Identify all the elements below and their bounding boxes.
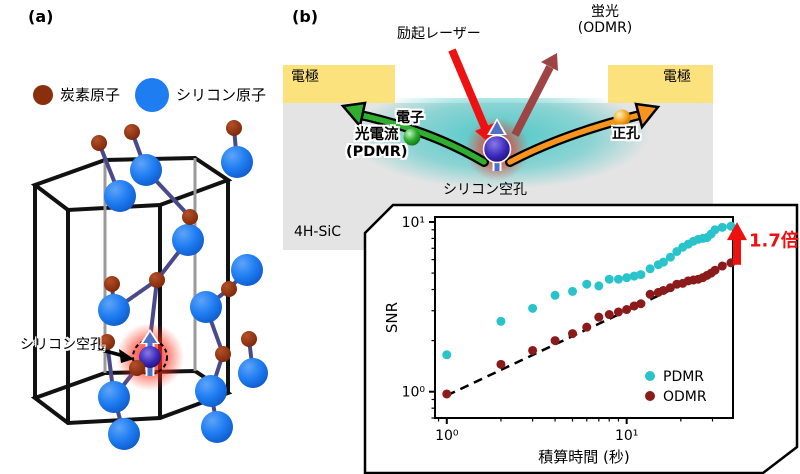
electron-sphere — [403, 128, 421, 146]
legend-marker-pdmr — [645, 371, 655, 381]
data-point-pdmr — [726, 221, 736, 231]
x-tick-label: 10⁰ — [435, 428, 459, 444]
data-point-pdmr — [717, 222, 727, 232]
gain-arrow-shaft — [733, 238, 741, 265]
substrate-label: 4H-SiC — [294, 224, 342, 240]
gain-annotation: 1.7倍 — [749, 229, 799, 251]
panel-b-label: (b) — [292, 7, 319, 26]
legend-label-odmr: ODMR — [663, 389, 707, 405]
data-point-odmr — [550, 336, 560, 346]
panel-a-label: (a) — [28, 7, 54, 26]
hole-label: 正孔 — [612, 126, 640, 142]
silicon-atoms — [98, 146, 268, 450]
data-point-pdmr — [636, 270, 646, 280]
data-point-pdmr — [594, 281, 604, 291]
carbon-atom-legend-label: 炭素原子 — [60, 86, 121, 104]
data-point-odmr — [622, 305, 632, 315]
electrode-right — [608, 65, 713, 103]
vacancy-sphere-b — [482, 134, 512, 164]
data-point-odmr — [528, 345, 538, 355]
data-point-pdmr — [442, 350, 452, 360]
data-point-odmr — [604, 310, 614, 320]
fluorescence-label: 蛍光 (ODMR) — [577, 4, 633, 37]
y-tick-label: 10⁰ — [402, 385, 426, 401]
data-point-pdmr — [665, 252, 675, 262]
data-point-odmr — [582, 322, 592, 332]
electron-path-arrow — [340, 101, 489, 167]
electrode-right-label: 電極 — [663, 69, 691, 85]
data-point-odmr — [636, 299, 646, 309]
silicon-atom-legend-icon — [135, 78, 169, 112]
data-point-pdmr — [568, 286, 578, 296]
data-point-pdmr — [629, 271, 639, 281]
crystal-structure-drawing — [30, 120, 268, 450]
data-point-pdmr — [622, 273, 632, 283]
data-point-odmr — [496, 359, 506, 369]
y-tick-label: 10¹ — [402, 215, 425, 231]
data-point-pdmr — [604, 274, 614, 284]
gain-arrow-head — [727, 222, 747, 241]
data-point-pdmr — [496, 316, 506, 326]
data-point-pdmr — [528, 303, 538, 313]
fluorescence-arrow — [511, 53, 558, 137]
data-point-odmr — [568, 329, 578, 339]
data-point-pdmr — [658, 257, 668, 267]
carbon-atom-legend-icon — [33, 85, 53, 105]
y-axis-label: SNR — [383, 302, 401, 333]
data-point-pdmr — [613, 274, 623, 284]
inset-box — [363, 203, 799, 474]
data-point-odmr — [613, 307, 623, 317]
device-schematic-drawing — [340, 48, 661, 181]
data-point-odmr — [710, 265, 720, 275]
chart-contents: 10⁰ 10⁰ 10¹ 10¹ 積算時間 (秒) SNR PDMR ODMR 1.7倍 — [383, 215, 799, 466]
data-point-odmr — [442, 389, 452, 399]
data-point-odmr — [658, 285, 668, 295]
hole-sphere — [613, 109, 631, 127]
electron-label: 電子 — [396, 110, 424, 126]
axes-box — [434, 216, 734, 419]
data-point-pdmr — [582, 279, 592, 289]
x-axis-label: 積算時間 (秒) — [538, 448, 629, 466]
electrode-left — [283, 65, 395, 103]
data-point-pdmr — [645, 264, 655, 274]
electrode-left-label: 電極 — [291, 69, 319, 85]
data-point-odmr — [629, 301, 639, 311]
x-tick-label: 10¹ — [615, 428, 638, 444]
legend-marker-odmr — [645, 391, 655, 401]
photocurrent-label: 光電流 (PDMR) — [346, 127, 408, 160]
data-point-odmr — [594, 312, 604, 322]
vacancy-sphere — [139, 346, 161, 368]
data-point-pdmr — [710, 225, 720, 235]
data-point-pdmr — [550, 290, 560, 300]
data-point-odmr — [645, 289, 655, 299]
laser-label: 励起レーザー — [397, 26, 481, 42]
data-point-odmr — [717, 261, 727, 271]
vacancy-pointer-arrow — [97, 347, 134, 363]
vacancy-label-b: シリコン空孔 — [443, 182, 527, 198]
legend-label-pdmr: PDMR — [663, 369, 704, 385]
panel-a-vacancy-label: シリコン空孔 — [20, 337, 104, 353]
silicon-atom-legend-label: シリコン原子 — [176, 86, 267, 104]
carbon-atoms — [91, 120, 257, 376]
